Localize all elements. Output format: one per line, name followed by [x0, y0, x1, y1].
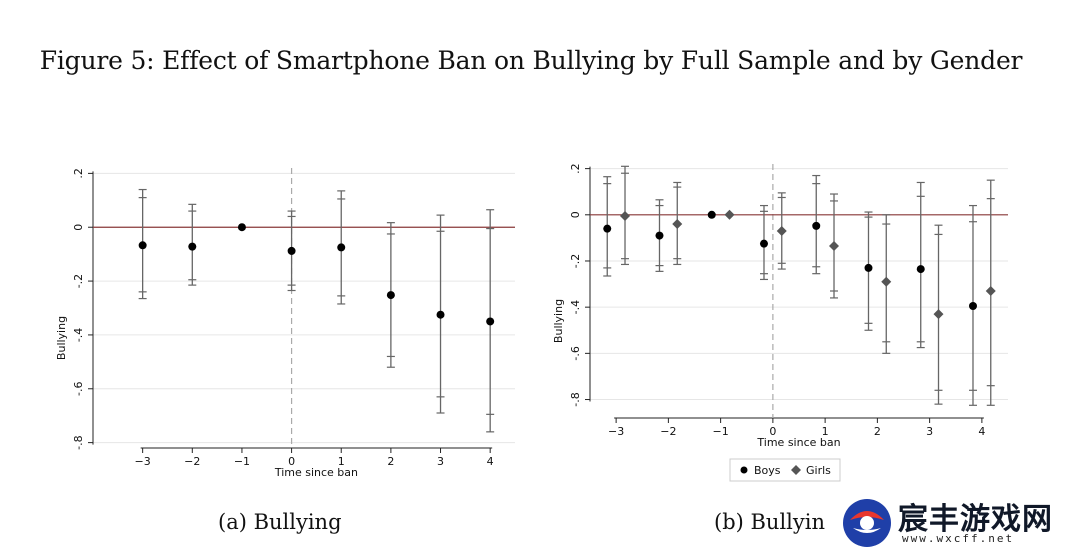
data-point-boys: [812, 221, 821, 230]
x-tick-label: 3: [926, 425, 933, 438]
data-point-girls: [933, 309, 944, 320]
y-tick-label: -.4: [569, 300, 582, 314]
watermark-url: www.wxcff.net: [902, 532, 1015, 545]
x-tick-label: 2: [387, 455, 394, 468]
x-tick-label: 4: [978, 425, 985, 438]
data-point-girls: [829, 240, 840, 251]
legend-marker-girls: [791, 465, 801, 475]
x-tick-label: 1: [338, 455, 345, 468]
y-tick-label: .2: [72, 168, 85, 179]
watermark: 宸丰游戏网 www.wxcff.net: [832, 490, 1072, 552]
data-point-boys: [603, 224, 612, 233]
data-point-girls: [985, 286, 996, 296]
data-point: [237, 223, 246, 232]
figure-title: Figure 5: Effect of Smartphone Ban on Bu…: [39, 46, 1023, 75]
y-axis-title: Bullying: [55, 316, 68, 360]
x-tick-label: 4: [487, 455, 494, 468]
data-point-girls: [881, 276, 892, 287]
y-tick-label: -.8: [72, 435, 85, 449]
data-point-girls: [672, 219, 683, 230]
data-point: [138, 241, 147, 250]
caption-a: (a) Bullying: [218, 510, 342, 534]
data-point-boys: [707, 210, 716, 219]
site-logo-icon: [843, 499, 891, 547]
watermark-name: 宸丰游戏网: [898, 502, 1053, 537]
y-axis-title: Bullying: [552, 299, 565, 343]
y-tick-label: 0: [72, 224, 85, 231]
x-tick-label: 0: [288, 455, 295, 468]
data-point: [287, 246, 296, 255]
x-tick-label: 1: [822, 425, 829, 438]
data-point-boys: [655, 231, 664, 240]
x-tick-label: −2: [184, 455, 200, 468]
caption-b: (b) Bullyin: [714, 510, 825, 534]
data-point-boys: [916, 265, 925, 274]
x-tick-label: 3: [437, 455, 444, 468]
x-tick-label: −3: [608, 425, 624, 438]
data-point: [436, 310, 445, 319]
x-tick-label: −2: [660, 425, 676, 438]
x-tick-label: 2: [874, 425, 881, 438]
y-tick-label: -.4: [72, 328, 85, 342]
data-point-boys: [968, 302, 977, 311]
x-axis-title: Time since ban: [756, 436, 840, 449]
x-tick-label: −1: [713, 425, 729, 438]
data-point-girls: [724, 209, 735, 220]
x-axis-title: Time since ban: [274, 466, 358, 479]
y-tick-label: 0: [569, 211, 582, 218]
x-tick-label: 0: [769, 425, 776, 438]
data-point: [188, 242, 197, 251]
y-tick-label: -.6: [569, 346, 582, 360]
legend-marker-boys: [740, 466, 748, 474]
y-tick-label: -.6: [72, 382, 85, 396]
legend: Boys Girls: [729, 458, 841, 482]
data-point-girls: [620, 210, 631, 221]
chart-a: .2 0 -.2 -.4 -.6 -.8 −3 −2 −1 0 1 2 3 4 Time since ban…: [55, 168, 515, 479]
legend-label: Boys: [754, 464, 781, 477]
y-tick-label: -.2: [569, 254, 582, 268]
x-tick-label: −1: [234, 455, 250, 468]
y-tick-label: .2: [569, 163, 582, 174]
chart-b: .2 0 -.2 -.4 -.6 -.8 −3 −2 −1 0 1 2 3 4 Time since ban…: [552, 163, 1008, 482]
y-tick-label: -.8: [569, 392, 582, 406]
legend-label: Girls: [806, 464, 831, 477]
x-tick-label: −3: [135, 455, 151, 468]
legend-box: [729, 458, 841, 482]
data-point-boys: [759, 239, 768, 248]
data-point-girls: [776, 225, 787, 236]
data-point: [386, 291, 395, 300]
data-point: [486, 317, 495, 326]
data-point: [337, 243, 346, 252]
data-point-boys: [864, 263, 873, 272]
y-tick-label: -.2: [72, 274, 85, 288]
